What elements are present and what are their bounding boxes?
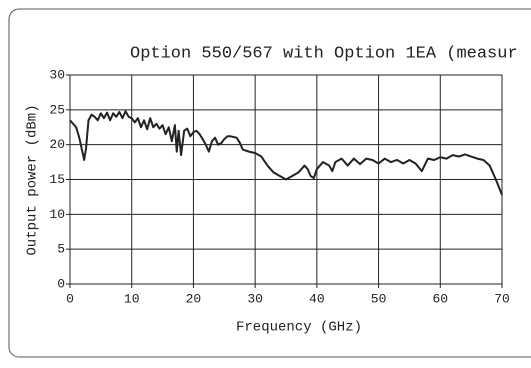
x-axis-label: Frequency (GHz) bbox=[236, 320, 362, 336]
y-tick-label: 10 bbox=[49, 207, 65, 222]
y-tick-label: 5 bbox=[57, 242, 65, 257]
x-tick-label: 70 bbox=[494, 291, 510, 306]
x-tick-label: 60 bbox=[432, 291, 448, 306]
x-tick-label: 30 bbox=[247, 291, 263, 306]
y-axis-label: Output power (dBm) bbox=[25, 104, 41, 255]
y-tick-label: 25 bbox=[49, 102, 65, 117]
x-tick-label: 0 bbox=[66, 291, 74, 306]
chart-title: Option 550/567 with Option 1EA (measur bbox=[130, 44, 518, 63]
x-tick-label: 40 bbox=[309, 291, 325, 306]
x-tick-label: 50 bbox=[371, 291, 387, 306]
x-tick-label: 20 bbox=[186, 291, 202, 306]
y-tick-label: 0 bbox=[57, 276, 65, 291]
plot-border bbox=[69, 74, 503, 285]
data-line bbox=[69, 110, 503, 196]
frame bbox=[8, 8, 531, 358]
y-tick-label: 20 bbox=[49, 137, 65, 152]
y-tick-label: 15 bbox=[49, 172, 65, 187]
x-tick-label: 10 bbox=[124, 291, 140, 306]
y-tick-label: 30 bbox=[49, 67, 65, 82]
